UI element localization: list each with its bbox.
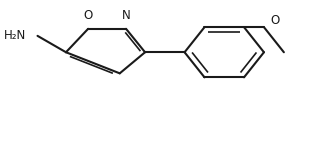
Text: N: N (122, 9, 130, 22)
Text: O: O (83, 9, 93, 22)
Text: O: O (270, 14, 279, 27)
Text: H₂N: H₂N (4, 29, 26, 42)
